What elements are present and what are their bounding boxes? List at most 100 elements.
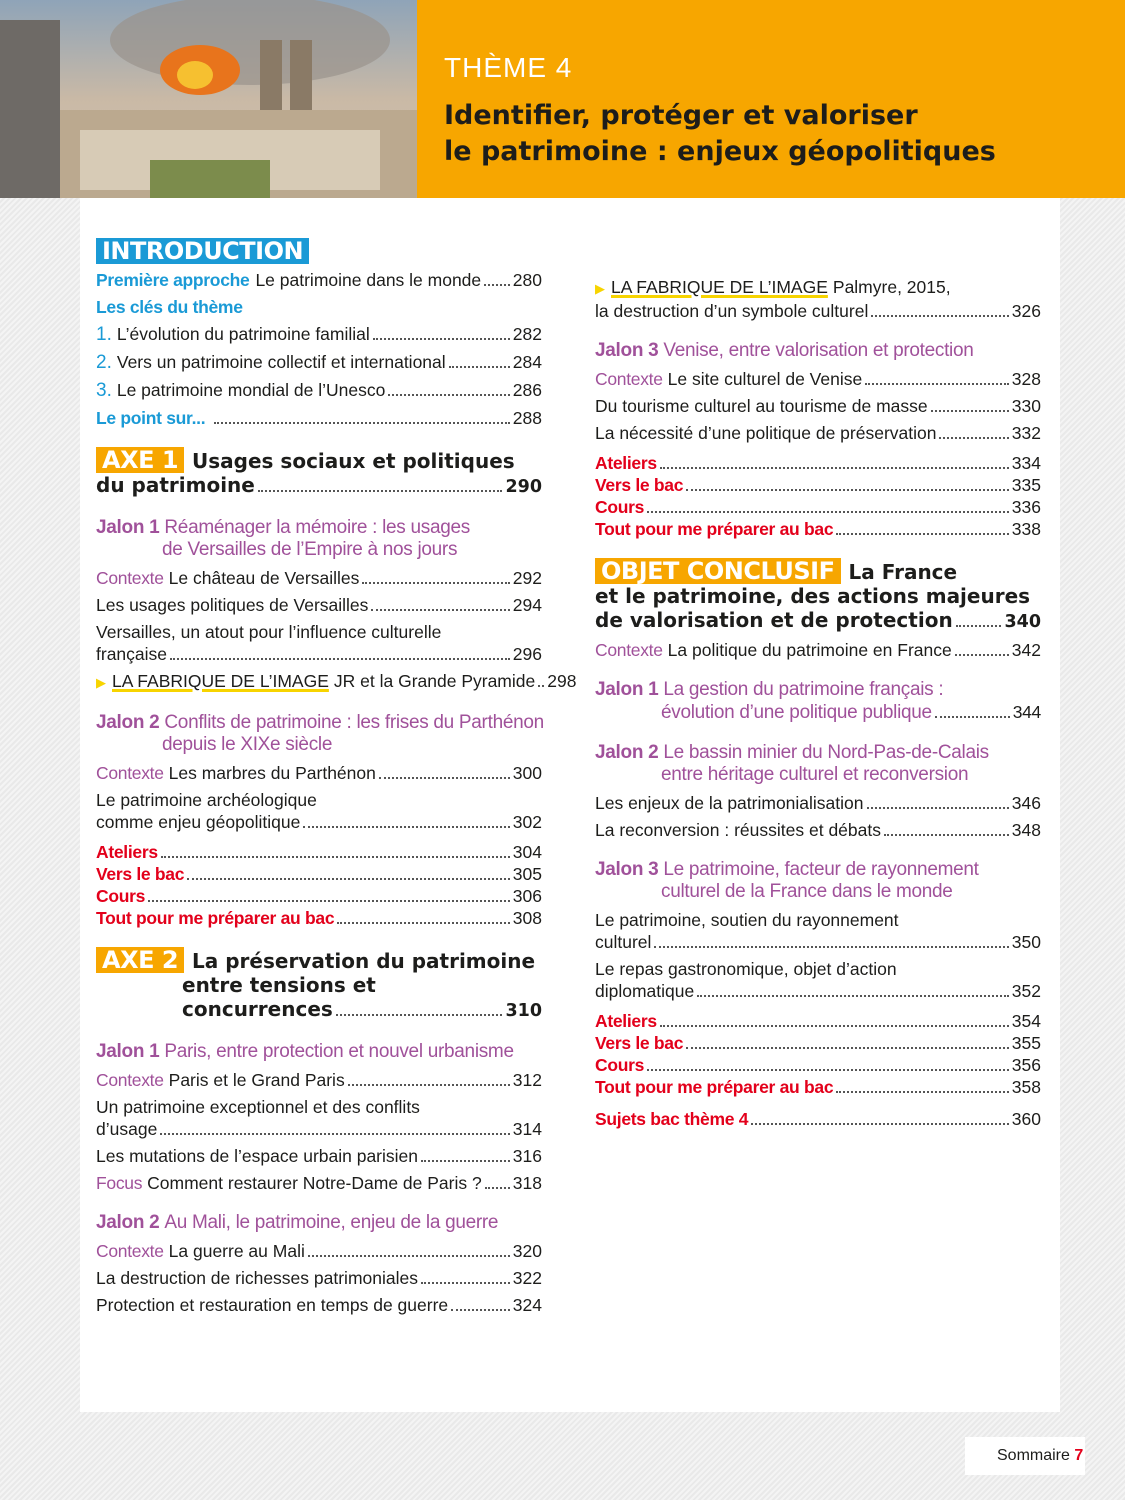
toc-entry[interactable]: Les usages politiques de Versailles 294 [96,594,542,616]
section-heading[interactable]: AXE 1 Usages sociaux et politiques du patr… [96,447,542,499]
leader-dots [884,834,1009,836]
jalon-heading[interactable]: Jalon 1 Paris, entre protection et nouvel… [96,1041,542,1063]
toc-entry[interactable]: La reconversion : réussites et débats 348 [595,819,1041,841]
section-heading[interactable]: AXE 2 La préservation du patrimoine entre … [96,947,542,1023]
jalon-heading[interactable]: Jalon 2 Le bassin minier du Nord-Pas-de-C… [595,742,1041,786]
notre-dame-fire-photo [0,0,417,198]
jalon-label: Jalon 2 [96,712,160,733]
toc-entry[interactable]: Tout pour me préparer au bac 308 [96,907,542,929]
toc-entry[interactable]: Tout pour me préparer au bac 338 [595,518,1041,540]
page-number: 308 [512,908,542,928]
toc-entry[interactable]: Protection et restauration en temps de g… [96,1294,542,1316]
toc-entry[interactable]: ▶ LA FABRIQUE DE L’IMAGE Palmyre, 2015, la … [595,276,1041,322]
page-number: 360 [1011,1109,1041,1129]
toc-section: Jalon 1 Réaménager la mémoire : les usage… [96,517,576,694]
toc-entry[interactable]: Vers le bac 305 [96,863,542,885]
entry-line: La destruction de richesses patrimoniale… [96,1267,542,1289]
toc-entry[interactable]: Le patrimoine, soutien du rayonnement cul… [595,909,1041,953]
toc-entry[interactable]: Ateliers 354 [595,1010,1041,1032]
toc-entry[interactable]: Les enjeux de la patrimonialisation 346 [595,792,1041,814]
toc-entry[interactable]: Versailles, un atout pour l’influence cu… [96,621,542,665]
toc-entry[interactable]: Focus Comment restaurer Notre-Dame de Par… [96,1172,542,1194]
toc-entry[interactable]: Vers le bac 335 [595,474,1041,496]
toc-entry[interactable]: Du tourisme culturel au tourisme de mass… [595,395,1041,417]
toc-entry[interactable]: Vers le bac 355 [595,1032,1041,1054]
jalon-heading[interactable]: Jalon 3 Venise, entre valorisation et pro… [595,340,1041,362]
toc-entry[interactable]: 3. Le patrimoine mondial de l’Unesco 286 [96,379,542,402]
toc-entry[interactable]: Les clés du thème [96,296,542,318]
entry-text: Vers un patrimoine collectif et internat… [116,352,446,372]
toc-entry[interactable]: Le point sur... 288 [96,407,542,429]
jalon-line: Jalon 1 Paris, entre protection et nouvel… [96,1041,542,1063]
jalon-title: Le patrimoine, facteur de rayonnement [663,859,979,880]
page-number: 356 [1011,1055,1041,1075]
toc-entry[interactable]: La nécessité d’une politique de préserva… [595,422,1041,444]
toc-section: OBJET CONCLUSIF La France et le patrimoine… [595,558,1041,661]
jalon-label: Jalon 2 [595,742,659,763]
toc-entry[interactable]: Ateliers 334 [595,452,1041,474]
jalon-title: de Versailles de l’Empire à nos jours [162,539,458,560]
toc-entry[interactable]: ▶ LA FABRIQUE DE L’IMAGE JR et la Grande P… [96,670,576,694]
jalon-heading[interactable]: Jalon 3 Le patrimoine, facteur de rayonne… [595,859,1041,903]
section-heading[interactable]: OBJET CONCLUSIF La France et le patrimoine… [595,558,1041,634]
toc-entry[interactable]: La destruction de richesses patrimoniale… [96,1267,542,1289]
toc-entry[interactable]: Un patrimoine exceptionnel et des confli… [96,1096,542,1140]
toc-section: AXE 1 Usages sociaux et politiques du patr… [96,447,542,499]
entry-text: Les usages politiques de Versailles [96,595,369,615]
jalon-title: Paris, entre protection et nouvel urbani… [164,1041,514,1062]
entry-text: Du tourisme culturel au tourisme de mass… [595,396,928,416]
toc-entry[interactable]: Tout pour me préparer au bac 358 [595,1076,1041,1098]
toc-entry[interactable]: Contexte Le site culturel de Venise 328 [595,368,1041,390]
leader-dots [448,366,510,368]
toc-entry[interactable]: 2. Vers un patrimoine collectif et intern… [96,351,542,374]
leader-dots [420,1282,510,1284]
toc-entry[interactable]: Cours 306 [96,885,542,907]
leader-dots [866,807,1009,809]
page-number: 338 [1011,519,1041,539]
leader-dots [170,658,510,660]
toc-entry[interactable]: Première approche Le patrimoine dans le m… [96,269,542,291]
section-heading[interactable]: INTRODUCTION [96,238,542,264]
toc-section: Jalon 2 Le bassin minier du Nord-Pas-de-C… [595,742,1041,841]
entry-line: Les enjeux de la patrimonialisation 346 [595,792,1041,814]
toc-entry[interactable]: Contexte Le château de Versailles 292 [96,567,542,589]
jalon-heading[interactable]: Jalon 1 Réaménager la mémoire : les usage… [96,517,542,561]
toc-entry[interactable]: Cours 336 [595,496,1041,518]
page-footer: Sommaire 7 [965,1437,1085,1475]
heading-text: Usages sociaux et politiques [192,449,515,473]
toc-entry[interactable]: Le patrimoine archéologique comme enjeu g… [96,789,542,833]
heading-line: entre tensions et [96,973,542,997]
entry-text: Les enjeux de la patrimonialisation [595,793,864,813]
entry-prefix: Focus [96,1173,143,1193]
page-number: 336 [1011,497,1041,517]
page-number: 290 [505,477,542,497]
entry-line: Les clés du thème [96,296,542,318]
entry-text: Palmyre, 2015, [832,277,951,297]
toc-entry[interactable]: Contexte La politique du patrimoine en Fr… [595,639,1041,661]
toc-entry[interactable]: Ateliers 304 [96,841,542,863]
entry-text: L’évolution du patrimoine familial [116,324,370,344]
page-number: 320 [512,1241,542,1261]
jalon-heading[interactable]: Jalon 1 La gestion du patrimoine français… [595,679,1041,724]
jalon-heading[interactable]: Jalon 2 Au Mali, le patrimoine, enjeu de … [96,1212,542,1234]
page-number: 358 [1011,1077,1041,1097]
toc-entry[interactable]: Les mutations de l’espace urbain parisie… [96,1145,542,1167]
leader-dots [659,1025,1009,1027]
jalon-line: Jalon 2 Conflits de patrimoine : les fris… [96,712,544,734]
toc-entry[interactable]: Sujets bac thème 4 360 [595,1108,1041,1130]
page-number: 342 [1011,640,1041,660]
toc-entry[interactable]: 1. L’évolution du patrimoine familial 282 [96,323,542,346]
leader-dots [148,900,510,902]
entry-text: Paris et le Grand Paris [168,1070,345,1090]
jalon-heading[interactable]: Jalon 2 Conflits de patrimoine : les fris… [96,712,544,756]
toc-entry[interactable]: Cours 356 [595,1054,1041,1076]
page-number: 324 [512,1295,542,1315]
toc-entry[interactable]: Contexte Paris et le Grand Paris 312 [96,1069,542,1091]
section-label-box: INTRODUCTION [96,238,310,264]
entry-text: Comment restaurer Notre-Dame de Paris ? [147,1173,482,1193]
footer-label: Sommaire [997,1447,1070,1464]
toc-entry[interactable]: Le repas gastronomique, objet d’action di… [595,958,1041,1002]
jalon-title: Réaménager la mémoire : les usages [164,517,470,538]
toc-entry[interactable]: Contexte La guerre au Mali 320 [96,1240,542,1262]
toc-entry[interactable]: Contexte Les marbres du Parthénon 300 [96,762,542,784]
